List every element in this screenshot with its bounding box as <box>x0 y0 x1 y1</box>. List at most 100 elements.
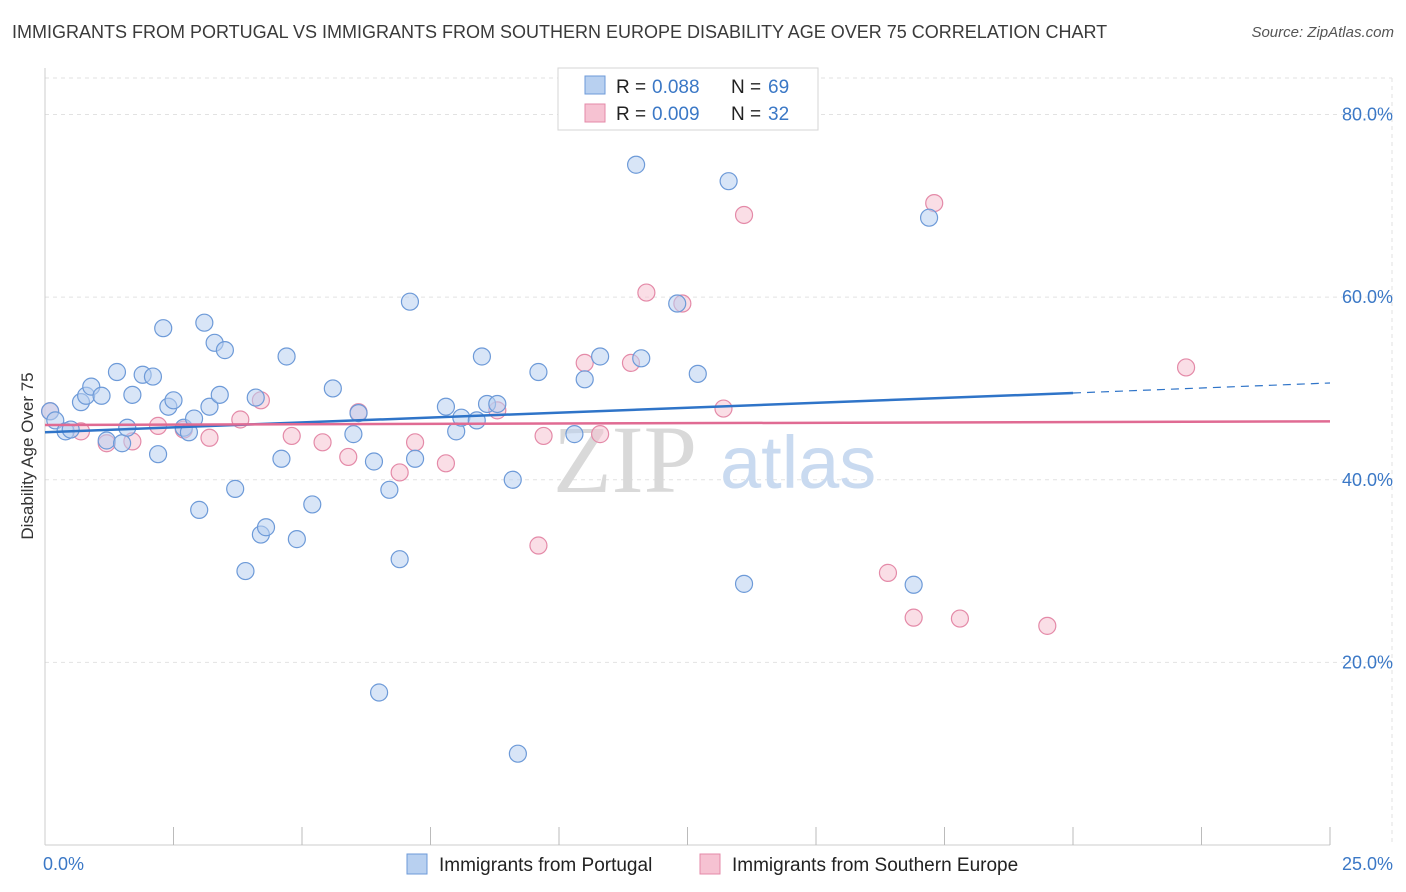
southern-europe-point-27 <box>904 608 923 627</box>
legend-r-label-1: R = <box>616 77 646 98</box>
x-tick-label-0: 0.0% <box>43 854 84 874</box>
series-legend: Immigrants from Portugal Immigrants from… <box>406 853 1018 876</box>
portugal-point-24 <box>200 397 219 416</box>
portugal-point-34 <box>277 347 296 366</box>
grid-lines <box>45 77 1393 845</box>
portugal-point-14 <box>143 367 163 386</box>
portugal-point-23 <box>195 313 214 332</box>
portugal-point-56 <box>565 425 584 444</box>
portugal-point-27 <box>215 341 234 360</box>
legend-r-value-1: 0.088 <box>652 77 700 98</box>
southern-europe-point-29 <box>950 609 970 628</box>
portugal-point-64 <box>734 574 754 593</box>
portugal-point-12 <box>123 385 142 404</box>
portugal-point-33 <box>272 449 291 468</box>
portugal-point-46 <box>436 397 456 416</box>
trend-lines <box>44 382 1331 434</box>
portugal-point-44 <box>400 292 420 311</box>
southern-europe-point-13 <box>390 463 409 482</box>
watermark-atlas: atlas <box>720 421 876 504</box>
southern-europe-point-19 <box>575 353 594 372</box>
portugal-point-61 <box>668 294 687 313</box>
legend-n-label-1: N = <box>731 77 761 98</box>
legend-n-value-2: 32 <box>768 104 789 125</box>
southern-europe-point-24 <box>714 399 733 418</box>
southern-europe-point-30 <box>1038 616 1057 635</box>
legend-r-value-2: 0.009 <box>652 104 700 125</box>
portugal-point-26 <box>210 385 229 404</box>
portugal-point-52 <box>488 394 507 414</box>
portugal-point-43 <box>390 550 409 569</box>
portugal-point-60 <box>632 349 651 368</box>
chart-source: Source: ZipAtlas.com <box>1251 24 1394 41</box>
portugal-point-8 <box>97 431 116 450</box>
portugal-point-7 <box>92 386 111 405</box>
portugal-point-62 <box>688 364 707 383</box>
southern-europe-point-17 <box>529 536 548 555</box>
legend-n-value-1: 69 <box>768 77 789 98</box>
portugal-point-41 <box>370 683 389 702</box>
portugal-point-66 <box>919 208 939 227</box>
portugal-point-55 <box>529 362 548 382</box>
y-tick-label-0: 20.0% <box>1342 652 1393 672</box>
correlation-legend: R = 0.088 N = 69 R = 0.009 N = 32 <box>557 67 819 131</box>
legend-swatch-southern-europe <box>584 103 606 123</box>
y-tick-labels: 20.0% 40.0% 60.0% 80.0% <box>1342 105 1393 673</box>
southern-europe-point-14 <box>405 433 425 452</box>
southern-europe-point-26 <box>878 563 898 582</box>
portugal-point-58 <box>591 347 610 366</box>
legend-n-label-2: N = <box>731 104 761 125</box>
portugal-point-16 <box>154 319 173 338</box>
x-tick-labels: 0.0% 25.0% <box>43 854 1393 874</box>
portugal-point-29 <box>236 561 255 581</box>
chart-title: IMMIGRANTS FROM PORTUGAL VS IMMIGRANTS F… <box>12 22 1108 42</box>
portugal-point-45 <box>405 449 425 468</box>
trend-line-southern-europe <box>44 420 1331 427</box>
portugal-point-35 <box>287 530 306 549</box>
portugal-point-38 <box>344 425 363 444</box>
legend-r-label-2: R = <box>616 104 646 125</box>
portugal-point-30 <box>246 388 265 407</box>
southern-europe-point-25 <box>734 205 754 225</box>
portugal-point-3 <box>61 420 80 439</box>
southern-europe-point-31 <box>1176 358 1196 377</box>
portugal-point-65 <box>904 575 923 594</box>
legend-swatch-portugal <box>584 75 606 95</box>
x-tick-label-1: 25.0% <box>1342 854 1393 874</box>
portugal-point-22 <box>190 500 209 519</box>
portugal-point-53 <box>503 470 522 489</box>
portugal-point-15 <box>148 445 168 464</box>
y-tick-label-2: 60.0% <box>1342 287 1393 307</box>
bottom-legend-swatch-portugal <box>406 853 428 875</box>
portugal-point-39 <box>349 404 368 423</box>
southern-europe-point-18 <box>534 426 553 446</box>
portugal-point-50 <box>472 347 491 366</box>
series-portugal-points <box>41 155 939 763</box>
bottom-legend-label-southern-europe: Immigrants from Southern Europe <box>732 855 1018 876</box>
southern-europe-point-22 <box>637 283 656 302</box>
y-tick-label-1: 40.0% <box>1342 470 1393 490</box>
portugal-point-57 <box>575 370 594 389</box>
portugal-point-59 <box>626 155 646 174</box>
portugal-point-9 <box>107 362 127 382</box>
y-axis-title: Disability Age Over 75 <box>18 372 37 539</box>
axes <box>44 68 1331 846</box>
bottom-legend-swatch-southern-europe <box>699 853 721 875</box>
bottom-legend-label-portugal: Immigrants from Portugal <box>439 855 652 876</box>
portugal-point-32 <box>256 518 276 537</box>
portugal-point-63 <box>719 172 738 191</box>
portugal-point-54 <box>508 744 527 763</box>
southern-europe-point-15 <box>436 454 456 473</box>
southern-europe-point-9 <box>282 426 301 446</box>
portugal-point-18 <box>164 391 183 410</box>
southern-europe-point-10 <box>313 433 332 452</box>
portugal-point-40 <box>364 452 384 471</box>
portugal-point-28 <box>226 479 245 498</box>
southern-europe-point-20 <box>591 425 610 444</box>
portugal-point-42 <box>380 480 399 499</box>
portugal-point-37 <box>323 379 342 398</box>
southern-europe-point-6 <box>200 428 219 447</box>
portugal-point-10 <box>112 434 132 453</box>
portugal-point-36 <box>303 495 322 514</box>
